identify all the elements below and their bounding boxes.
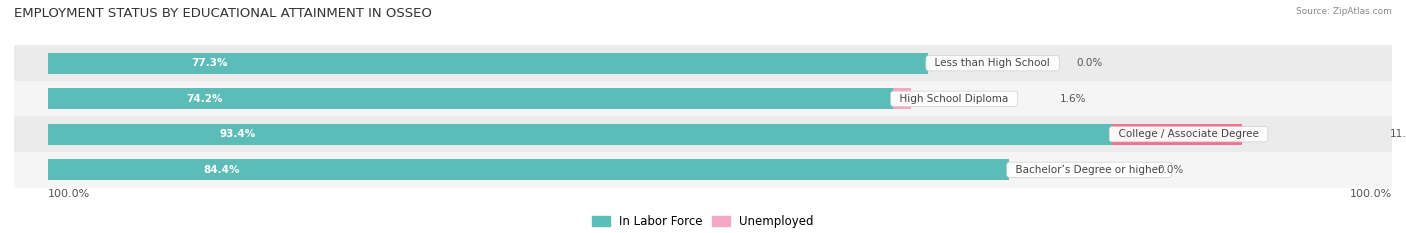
Legend: In Labor Force, Unemployed: In Labor Force, Unemployed xyxy=(588,210,818,233)
Text: 100.0%: 100.0% xyxy=(48,189,90,199)
Bar xyxy=(0,81,1406,116)
Text: 77.3%: 77.3% xyxy=(191,58,228,68)
Text: Source: ZipAtlas.com: Source: ZipAtlas.com xyxy=(1296,7,1392,16)
Bar xyxy=(0,45,1406,81)
Bar xyxy=(48,89,893,109)
Text: 74.2%: 74.2% xyxy=(187,94,224,104)
Bar xyxy=(0,152,1406,188)
Text: 84.4%: 84.4% xyxy=(204,165,240,175)
Text: Less than High School: Less than High School xyxy=(928,58,1057,68)
Bar xyxy=(48,53,928,74)
Bar xyxy=(1112,124,1241,144)
Bar xyxy=(0,116,1406,152)
Bar xyxy=(48,159,1010,180)
Bar xyxy=(893,89,911,109)
Text: 100.0%: 100.0% xyxy=(1350,189,1392,199)
Text: College / Associate Degree: College / Associate Degree xyxy=(1112,129,1265,139)
Text: 1.6%: 1.6% xyxy=(1060,94,1085,104)
Text: 11.4%: 11.4% xyxy=(1389,129,1406,139)
Text: High School Diploma: High School Diploma xyxy=(893,94,1015,104)
Text: EMPLOYMENT STATUS BY EDUCATIONAL ATTAINMENT IN OSSEO: EMPLOYMENT STATUS BY EDUCATIONAL ATTAINM… xyxy=(14,7,432,20)
Text: Bachelor’s Degree or higher: Bachelor’s Degree or higher xyxy=(1010,165,1170,175)
Bar xyxy=(48,124,1112,144)
Text: 0.0%: 0.0% xyxy=(1077,58,1102,68)
Text: 93.4%: 93.4% xyxy=(219,129,256,139)
Text: 0.0%: 0.0% xyxy=(1157,165,1184,175)
